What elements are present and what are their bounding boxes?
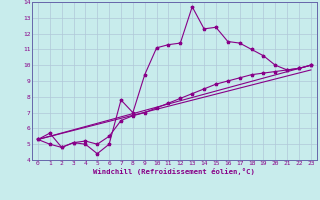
- X-axis label: Windchill (Refroidissement éolien,°C): Windchill (Refroidissement éolien,°C): [93, 168, 255, 175]
